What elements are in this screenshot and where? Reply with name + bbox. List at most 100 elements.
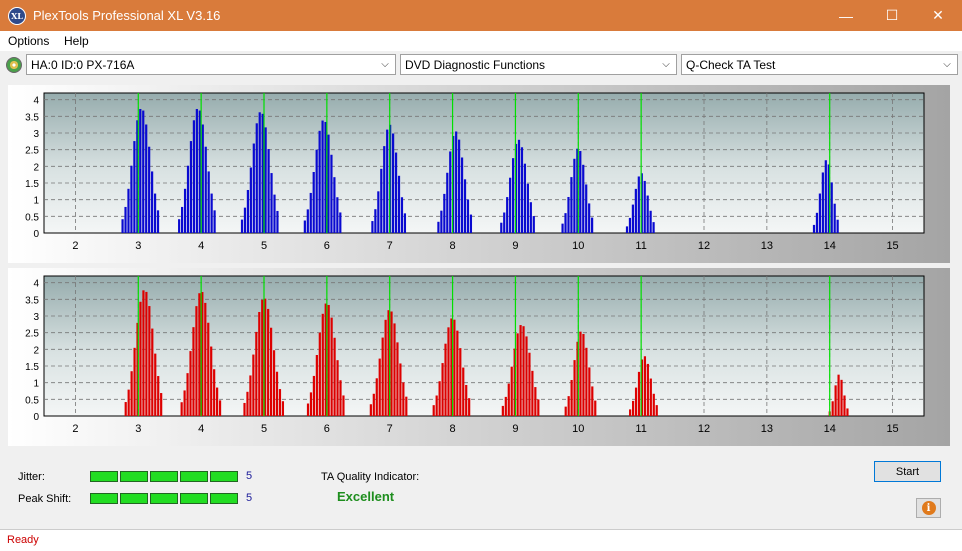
bar <box>529 202 532 233</box>
bar <box>336 360 339 416</box>
bar <box>631 400 635 416</box>
bar <box>441 363 444 416</box>
menu-options[interactable]: Options <box>8 34 50 48</box>
bar <box>204 146 207 233</box>
x-tick-label: 9 <box>512 240 518 252</box>
bar <box>272 350 276 416</box>
bar <box>649 210 652 233</box>
bar <box>270 327 273 416</box>
bar <box>629 409 632 416</box>
bar <box>186 165 190 233</box>
bar <box>201 292 204 416</box>
bar <box>330 154 333 233</box>
bar <box>145 291 148 416</box>
bar <box>513 348 516 416</box>
minimize-button[interactable]: — <box>839 7 853 24</box>
bar <box>339 380 342 416</box>
app-logo-icon: XL <box>8 7 26 25</box>
bar <box>180 206 184 233</box>
maximize-button[interactable]: ☐ <box>885 7 899 23</box>
x-tick-label: 4 <box>198 240 204 252</box>
bar <box>446 172 449 233</box>
bar <box>218 400 222 416</box>
bar <box>432 405 435 416</box>
bar <box>127 188 130 233</box>
bar <box>189 351 192 416</box>
y-tick-label: 3 <box>33 129 39 140</box>
bar <box>585 184 588 233</box>
bar <box>576 148 579 233</box>
bar <box>369 404 372 416</box>
bar <box>588 367 591 416</box>
x-tick-label: 2 <box>72 240 78 252</box>
bar <box>534 387 537 416</box>
bar <box>509 177 512 233</box>
bar <box>201 124 204 233</box>
bar <box>142 110 145 233</box>
bar <box>324 303 327 416</box>
bar <box>831 401 834 416</box>
bar <box>178 219 181 233</box>
bar <box>640 359 644 416</box>
menu-help[interactable]: Help <box>64 34 89 48</box>
toolbar: HA:0 ID:0 PX-716A ⌵ DVD Diagnostic Funct… <box>0 52 962 78</box>
x-tick-label: 2 <box>72 423 78 435</box>
bar <box>160 393 163 416</box>
bar <box>278 389 282 416</box>
bar <box>249 375 252 416</box>
bar <box>824 160 827 233</box>
bar <box>198 110 201 233</box>
start-button[interactable]: Start <box>874 461 941 482</box>
info-button[interactable]: i <box>916 498 941 518</box>
bar <box>321 120 324 233</box>
bar <box>455 131 458 233</box>
x-tick-label: 8 <box>450 423 456 435</box>
bar <box>830 182 833 233</box>
bar <box>453 319 456 416</box>
bar <box>383 146 386 233</box>
drive-select[interactable]: HA:0 ID:0 PX-716A ⌵ <box>26 54 396 75</box>
status-bar: Ready <box>0 529 962 551</box>
bar <box>333 177 336 233</box>
bar <box>631 204 635 233</box>
x-tick-label: 3 <box>135 240 141 252</box>
x-tick-label: 6 <box>324 423 330 435</box>
bar <box>836 219 839 233</box>
test-select[interactable]: Q-Check TA Test ⌵ <box>681 54 958 75</box>
y-tick-label: 2.5 <box>25 329 39 340</box>
x-tick-label: 12 <box>698 423 710 435</box>
y-tick-label: 3 <box>33 312 39 323</box>
y-tick-label: 1 <box>33 379 39 390</box>
bar <box>591 386 594 416</box>
bottom-graph: 0 0.5 1 1.5 2 2.5 3 3.5 4 2 3 4 5 6 7 8 9 10 11 12 13 14 15 <box>8 268 950 446</box>
bar <box>634 188 637 233</box>
bar <box>582 334 585 416</box>
x-tick-label: 9 <box>512 423 518 435</box>
function-select[interactable]: DVD Diagnostic Functions ⌵ <box>400 54 677 75</box>
bar <box>522 326 525 416</box>
bar <box>528 352 531 416</box>
meter-segment <box>120 493 148 504</box>
bar <box>386 129 389 233</box>
bar <box>195 306 198 416</box>
y-tick-label: 4 <box>33 279 39 290</box>
peak-shift-value: 5 <box>246 492 253 504</box>
bar <box>252 354 255 416</box>
bar <box>136 120 139 233</box>
bar <box>503 212 506 233</box>
bar <box>463 179 467 233</box>
x-tick-label: 11 <box>635 423 646 435</box>
bar <box>443 193 446 233</box>
bar <box>151 328 154 416</box>
bar <box>447 327 450 416</box>
bar <box>643 356 647 416</box>
close-button[interactable]: ✕ <box>932 7 944 23</box>
bar <box>264 127 267 233</box>
meter-segment <box>210 471 238 482</box>
bar <box>625 226 629 233</box>
bar <box>576 341 579 416</box>
bar <box>195 108 198 233</box>
x-tick-label: 7 <box>387 240 393 252</box>
bar <box>561 223 564 233</box>
bar <box>564 406 567 416</box>
